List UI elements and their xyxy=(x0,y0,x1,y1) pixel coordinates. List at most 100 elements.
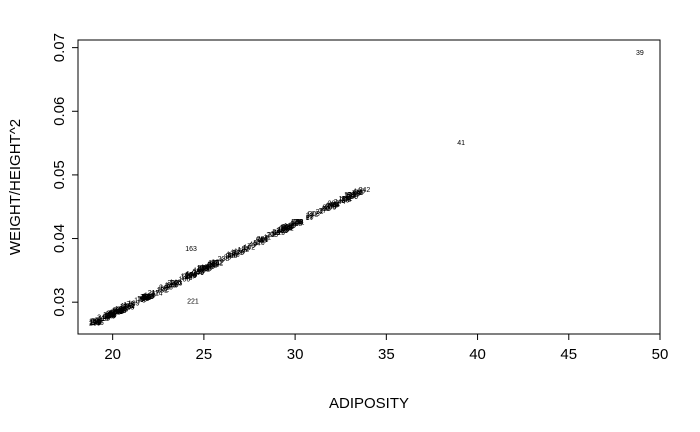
point-label: 37 xyxy=(211,260,219,267)
point-label: 145 xyxy=(123,302,135,309)
point-label: 176 xyxy=(120,304,132,311)
x-tick-label: 50 xyxy=(652,346,669,363)
point-label-205: 205 xyxy=(328,200,340,207)
point-label: 29 xyxy=(103,314,111,321)
point-label: 60 xyxy=(322,206,330,213)
point-label: 109 xyxy=(231,250,243,257)
point-label: 1 xyxy=(119,307,123,314)
point-label: 220 xyxy=(291,219,303,226)
point-label: 51 xyxy=(261,237,269,244)
point-label: 195 xyxy=(282,224,294,231)
point-label: 140 xyxy=(277,227,289,234)
point-label: 128 xyxy=(114,308,126,315)
point-label: 24 xyxy=(182,274,190,281)
point-label: 212 xyxy=(207,261,219,268)
point-label: 122 xyxy=(198,267,210,274)
point-label: 115 xyxy=(274,230,285,237)
point-label: 80 xyxy=(342,197,350,204)
point-label: 100 xyxy=(327,202,339,209)
point-label: 97 xyxy=(323,204,331,211)
point-label: 102 xyxy=(243,245,255,252)
point-label: 47 xyxy=(333,201,341,208)
point-label: 41 xyxy=(127,303,135,310)
point-label: 2 xyxy=(271,231,275,238)
point-label: 189 xyxy=(115,308,127,315)
point-label: 77 xyxy=(140,295,148,302)
point-label: 71 xyxy=(209,263,217,270)
point-label: 116 xyxy=(89,320,100,327)
point-label: 249 xyxy=(159,284,171,291)
point-label: 215 xyxy=(113,307,125,314)
point-label: 88 xyxy=(285,225,293,232)
point-label: 37 xyxy=(341,196,349,203)
point-label: 70 xyxy=(109,310,117,317)
point-label: 14 xyxy=(243,245,251,252)
point-label: 157 xyxy=(89,318,101,325)
x-tick-label: 40 xyxy=(469,346,486,363)
point-label: 64 xyxy=(120,306,128,313)
point-label: 148 xyxy=(228,252,240,259)
point-label: 9 xyxy=(346,195,350,202)
point-label: 58 xyxy=(347,192,355,199)
point-label: 152 xyxy=(156,288,168,295)
x-tick-label: 25 xyxy=(196,346,213,363)
point-label: 22 xyxy=(241,246,249,253)
point-label: 103 xyxy=(325,205,337,212)
point-label: 99 xyxy=(226,253,234,260)
point-label: 47 xyxy=(106,313,114,320)
point-label: 41 xyxy=(108,310,116,317)
point-label: 217 xyxy=(345,192,357,199)
point-label: 139 xyxy=(208,261,220,268)
point-label: 71 xyxy=(95,318,103,325)
point-label: 159 xyxy=(234,249,246,256)
point-label-221: 221 xyxy=(187,298,199,305)
point-label: 157 xyxy=(89,320,101,327)
point-label: 104 xyxy=(338,196,350,203)
point-label: 10 xyxy=(306,215,314,222)
point-label: 244 xyxy=(334,199,346,206)
point-label: 213 xyxy=(123,304,135,311)
point-label: 219 xyxy=(326,202,338,209)
point-label: 45 xyxy=(227,252,235,259)
point-label: 175 xyxy=(284,223,296,230)
point-label: 192 xyxy=(237,247,249,254)
point-label: 223 xyxy=(171,281,183,288)
point-label: 247 xyxy=(107,311,119,318)
point-label: 140 xyxy=(279,226,291,233)
x-tick-label: 30 xyxy=(287,346,304,363)
y-axis: 0.03 0.04 0.05 0.06 0.07 xyxy=(51,33,78,317)
point-label-163: 163 xyxy=(185,246,197,253)
point-label: 189 xyxy=(280,225,292,232)
point-label: 118 xyxy=(98,316,109,323)
point-label: 130 xyxy=(325,203,337,210)
point-label: 187 xyxy=(257,237,269,244)
point-label: 102 xyxy=(307,211,319,218)
point-label: 149 xyxy=(103,312,115,319)
data-point-cloud: 3012814919712640452452411394359398961601… xyxy=(89,189,365,328)
point-label: 87 xyxy=(306,215,314,222)
point-label: 114 xyxy=(90,319,101,326)
point-label: 126 xyxy=(98,316,110,323)
point-label: 34 xyxy=(106,313,114,320)
point-label: 224 xyxy=(197,265,209,272)
point-label: 209 xyxy=(347,194,359,201)
point-label: 152 xyxy=(211,260,223,267)
point-label: 239 xyxy=(89,320,101,327)
point-label: 245 xyxy=(97,315,109,322)
point-label: 120 xyxy=(112,309,124,316)
point-label: 206 xyxy=(167,280,179,287)
point-label: 70 xyxy=(294,219,302,226)
point-label: 34 xyxy=(141,294,149,301)
point-label: 164 xyxy=(185,272,197,279)
point-label: 98 xyxy=(139,296,147,303)
point-label: 197 xyxy=(199,266,211,273)
point-label: 37 xyxy=(306,213,314,220)
point-label: 9 xyxy=(140,297,144,304)
point-label: 37 xyxy=(319,208,327,215)
y-axis-title: WEIGHT/HEIGHT^2 xyxy=(7,119,24,255)
point-label: 7 xyxy=(327,205,331,212)
point-label: 210 xyxy=(352,190,364,197)
point-label: 206 xyxy=(185,273,197,280)
point-label: 225 xyxy=(198,266,210,273)
